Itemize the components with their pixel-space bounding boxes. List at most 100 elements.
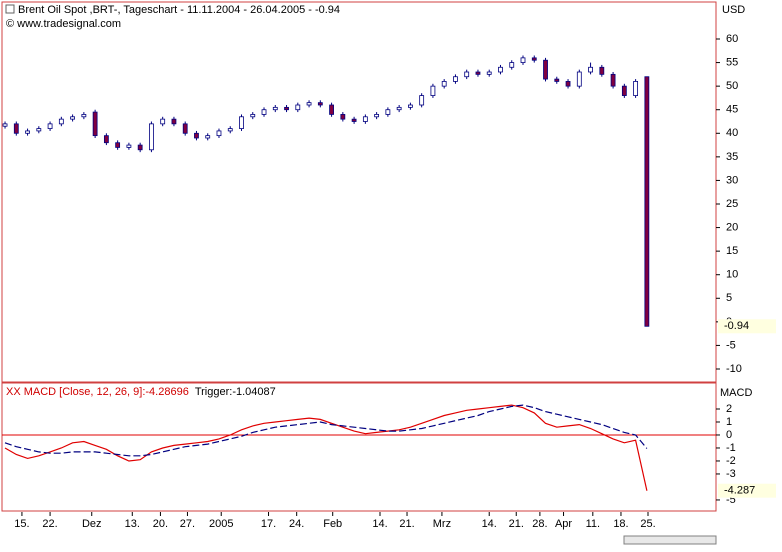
candle-body [182, 123, 188, 134]
y-axis-label: USD [722, 4, 745, 16]
y-tick-label: 10 [726, 269, 738, 281]
value-label-box [718, 319, 776, 334]
candle-body [351, 118, 357, 122]
candle-body [486, 71, 492, 75]
candle-body [576, 71, 582, 87]
y-tick-label: 45 [726, 104, 738, 116]
y-tick-label: -5 [726, 494, 736, 506]
candle-body [227, 128, 233, 132]
candle-body [216, 130, 222, 137]
candle-body [362, 116, 368, 122]
x-tick-label: 20. [153, 518, 168, 530]
x-tick-label: 14. [482, 518, 497, 530]
x-tick-label: 15. [14, 518, 29, 530]
icon [5, 4, 15, 14]
x-tick-label: 22. [42, 518, 57, 530]
y-tick-label: -1 [726, 442, 736, 454]
x-tick-label: 13. [125, 518, 140, 530]
x-tick-label: Feb [323, 518, 342, 530]
candle-body [295, 104, 301, 111]
x-tick-label: 21. [509, 518, 524, 530]
y-tick-label: -2 [726, 455, 736, 467]
candle-body [317, 102, 323, 106]
candle-body [261, 109, 267, 115]
x-tick-label: 2005 [209, 518, 233, 530]
candle-body [92, 111, 98, 137]
candle-body [2, 123, 8, 127]
candle-body [115, 142, 121, 148]
y-axis-label: MACD [720, 387, 752, 399]
candle-body [171, 118, 177, 125]
candle-body [633, 81, 639, 96]
y-tick-label: 0 [726, 429, 732, 441]
candle-body [374, 114, 380, 118]
chart-title: Brent Oil Spot ,BRT-, Tageschart - 11.11… [18, 4, 340, 16]
x-tick-label: 14. [372, 518, 387, 530]
x-tick-label: 25. [640, 518, 655, 530]
candle-body [644, 76, 650, 327]
candle-body [385, 109, 391, 115]
x-tick-label: 24. [289, 518, 304, 530]
candle-body [543, 59, 548, 80]
candle-body [464, 71, 470, 78]
candle-body [475, 71, 481, 75]
scrollbar[interactable] [623, 535, 717, 545]
y-tick-label: 2 [726, 403, 732, 415]
chart-subtitle: © www.tradesignal.com [6, 18, 121, 30]
candle-body [126, 144, 132, 148]
macd-title: XX MACD [Close, 12, 26, 9]:-4.28696 [6, 386, 189, 398]
candle-body [441, 81, 447, 87]
price-panel [1, 1, 717, 383]
candle-body [430, 85, 436, 96]
y-tick-label: 1 [726, 416, 732, 428]
candle-body [239, 116, 244, 129]
y-tick-label: 35 [726, 151, 738, 163]
value-label: -0.94 [724, 320, 749, 332]
candle-body [47, 123, 53, 129]
x-tick-label: Apr [555, 518, 572, 530]
x-tick-label: Dez [82, 518, 102, 530]
y-tick-label: 50 [726, 80, 738, 92]
candle-body [396, 106, 402, 111]
y-tick-label: -5 [726, 339, 736, 351]
macd-line [4, 404, 648, 457]
x-tick-label: 28. [532, 518, 547, 530]
y-tick-label: 55 [726, 56, 738, 68]
candle-body [149, 123, 154, 151]
candle-body [520, 57, 526, 63]
candle-body [81, 114, 87, 118]
candle-body [565, 81, 571, 87]
candle-body [205, 135, 211, 139]
x-tick-label: 17. [261, 518, 276, 530]
candle-body [610, 73, 616, 87]
candle-body [284, 106, 289, 111]
x-tick-label: 27. [180, 518, 195, 530]
y-tick-label: 20 [726, 221, 738, 233]
candle-body [272, 106, 278, 111]
x-tick-label: 18. [613, 518, 628, 530]
candle-body [599, 66, 605, 75]
candle-body [621, 85, 627, 96]
value-label-box [718, 483, 776, 498]
candle-body [13, 123, 19, 134]
candle-body [137, 144, 143, 151]
value-label: -4.287 [724, 485, 755, 497]
candle-body [509, 62, 515, 68]
y-tick-label: 30 [726, 174, 738, 186]
candle-body [194, 132, 199, 139]
candle-body [25, 130, 30, 134]
candle-body [419, 95, 425, 106]
candle-body [340, 114, 346, 120]
x-tick-label: 21. [399, 518, 414, 530]
candle-body [498, 66, 503, 73]
candle-body [554, 78, 560, 82]
candle-body [58, 118, 64, 125]
y-tick-label: 60 [726, 33, 738, 45]
candle-body [453, 76, 458, 82]
candle-body [531, 57, 537, 61]
trigger-title: Trigger:-1.04087 [195, 386, 276, 398]
y-tick-label: 15 [726, 245, 738, 257]
y-tick-label: 25 [726, 198, 738, 210]
